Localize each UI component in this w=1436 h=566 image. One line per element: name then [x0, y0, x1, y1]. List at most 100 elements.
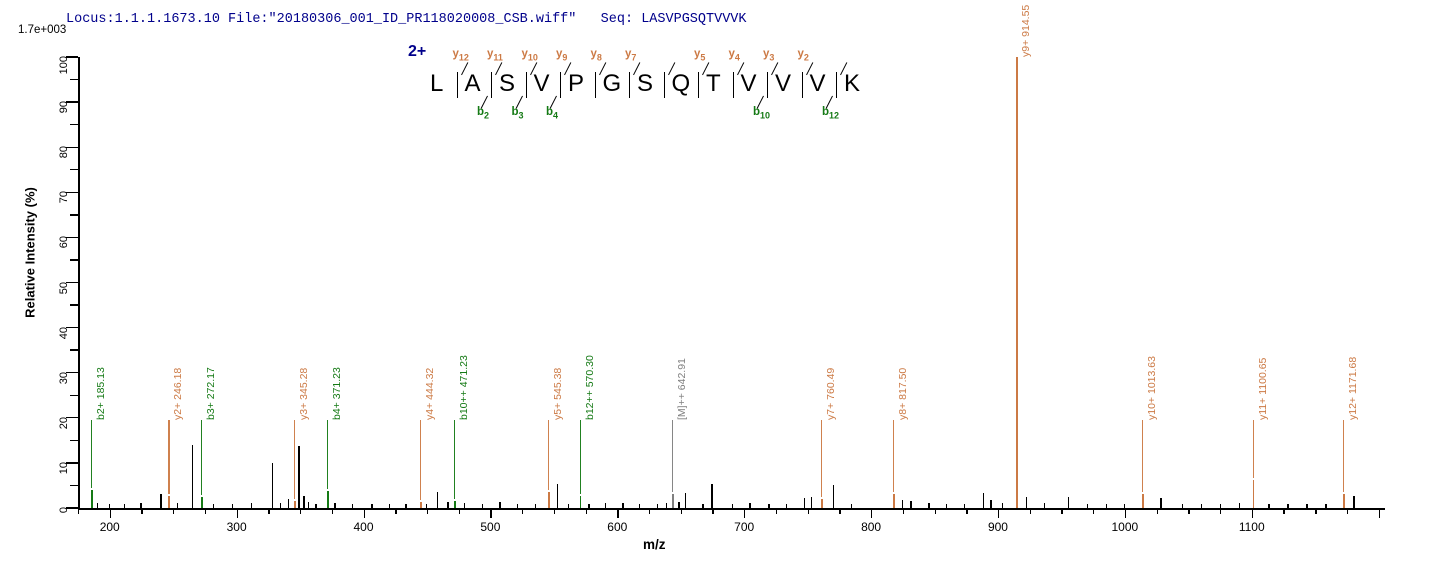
- spectrum-peak: [749, 503, 751, 508]
- spectrum-peak: [1160, 498, 1162, 508]
- b-ion-label: b12: [822, 106, 840, 121]
- spectrum-peak: [334, 503, 336, 508]
- x-axis-minor-tick: [807, 508, 809, 514]
- x-axis-minor-tick: [1220, 508, 1222, 514]
- spectrum-peak: [671, 494, 674, 508]
- peak-annotation-label: y7+ 760.49: [824, 367, 837, 420]
- fragment-cut-bar: [767, 72, 769, 98]
- peak-label-stem: [168, 420, 170, 495]
- y-axis-line: [78, 57, 80, 509]
- fragment-cut-bar: [732, 72, 734, 98]
- x-axis-tick-label: 900: [987, 520, 1008, 534]
- spectrum-peak: [656, 503, 659, 508]
- peak-annotation-label: b4+ 371.23: [331, 367, 343, 420]
- peak-label-stem: [453, 420, 456, 500]
- spectrum-peak: [1067, 497, 1070, 508]
- y-axis-tick: [66, 326, 78, 329]
- sequence-residue: V: [740, 70, 757, 97]
- y-axis-tick-label: 0: [58, 507, 70, 514]
- x-axis-major-tick: [236, 508, 238, 518]
- x-axis-minor-tick: [522, 508, 524, 514]
- y-axis-tick: [66, 56, 78, 58]
- x-axis-minor-tick: [649, 508, 651, 514]
- x-axis-tick-label: 200: [99, 520, 120, 534]
- y-axis-tick-label: 40: [58, 326, 70, 339]
- x-axis-minor-tick: [934, 508, 936, 514]
- spectrum-peak: [588, 503, 590, 508]
- spectrum-peak: [1353, 496, 1355, 508]
- y-axis-minor-tick: [70, 78, 78, 81]
- x-axis-minor-tick: [300, 508, 302, 514]
- x-axis-minor-tick: [1093, 508, 1095, 514]
- y-ion-label: y10: [521, 48, 538, 63]
- x-axis-minor-tick: [268, 508, 270, 514]
- y-axis-tick-label: 100: [58, 56, 70, 75]
- sequence-residue: G: [602, 70, 622, 97]
- x-axis-tick-label: 600: [607, 520, 628, 534]
- x-axis-major-tick: [1251, 508, 1254, 518]
- spectrum-peak: [731, 503, 733, 508]
- x-axis-minor-tick: [1346, 508, 1349, 514]
- x-axis-minor-tick: [902, 508, 905, 514]
- sequence-residue: V: [533, 70, 550, 97]
- y-axis-minor-tick: [70, 439, 78, 442]
- x-axis-major-tick: [490, 508, 492, 518]
- peak-label-stem: [579, 420, 581, 495]
- fragment-cut-bar: [663, 72, 665, 98]
- spectrum-peak: [298, 445, 300, 508]
- fragment-cut-bar: [801, 72, 803, 98]
- x-axis-tick-label: 800: [861, 520, 882, 534]
- spectrum-peak: [419, 501, 422, 508]
- spectrum-peak: [140, 503, 142, 508]
- spectrum-peak: [327, 490, 329, 508]
- precursor-charge-label: 2+: [408, 43, 427, 60]
- y-ion-label: y8: [590, 48, 602, 63]
- x-axis-major-tick: [617, 508, 619, 518]
- spectrum-plot-area[interactable]: b2+ 185.13 y2+ 246.18 b3+ 272.17 y3+ 345.28…: [78, 5, 1385, 508]
- spectrum-peak: [517, 503, 519, 508]
- spectrum-peak: [963, 503, 966, 508]
- y-ion-label: y12: [452, 48, 469, 63]
- x-axis-minor-tick: [173, 508, 175, 514]
- spectrum-peak: [910, 500, 912, 508]
- b-ion-label: b10: [753, 106, 771, 121]
- y-axis-tick-label: 50: [58, 281, 70, 294]
- x-axis-major-tick: [744, 508, 746, 518]
- b-ion-label: b3: [511, 106, 524, 121]
- spectrum-peak: [437, 491, 439, 508]
- sequence-residue: L: [430, 70, 444, 97]
- peak-label-stem: [90, 420, 93, 488]
- spectrum-peak: [425, 503, 428, 508]
- y-axis-minor-tick: [70, 484, 78, 487]
- x-axis-minor-tick: [1029, 508, 1031, 514]
- spectrum-peak: [622, 503, 624, 508]
- peak-annotation-label: b2+ 185.13: [94, 367, 107, 420]
- y-axis-minor-tick: [70, 123, 78, 126]
- fragment-cut-bar: [456, 72, 458, 98]
- x-axis-minor-tick: [458, 508, 460, 514]
- locus-file-seq-title: Locus:1.1.1.1673.10 File:"20180306_001_I…: [66, 12, 747, 27]
- fragment-cut-bar: [629, 72, 631, 98]
- spectrum-peak: [97, 503, 99, 508]
- x-axis-tick-label: 500: [480, 520, 501, 534]
- peak-annotation-label: y12+ 1171.68: [1346, 356, 1359, 420]
- sequence-residue: A: [464, 70, 481, 97]
- spectrum-peak: [1123, 503, 1125, 508]
- y-ion-label: y11: [487, 48, 503, 63]
- x-axis-major-tick: [1378, 508, 1380, 518]
- spectrum-peak: [388, 503, 391, 508]
- x-axis-minor-tick: [1156, 508, 1158, 514]
- y-axis-minor-tick: [70, 304, 78, 306]
- spectrum-peak: [786, 503, 788, 508]
- y-axis-tick-label: 80: [58, 146, 70, 159]
- y-ion-label: y7: [625, 48, 637, 63]
- spectrum-peak: [1268, 503, 1270, 508]
- peak-annotation-label: y8+ 817.50: [897, 367, 910, 420]
- spectrum-peak: [307, 502, 310, 508]
- spectrum-peak: [768, 503, 770, 508]
- x-axis-major-tick: [871, 508, 873, 518]
- x-axis-minor-tick: [1188, 508, 1190, 514]
- peak-annotation-label: y2+ 246.18: [172, 367, 185, 420]
- spectrum-peak: [665, 503, 667, 508]
